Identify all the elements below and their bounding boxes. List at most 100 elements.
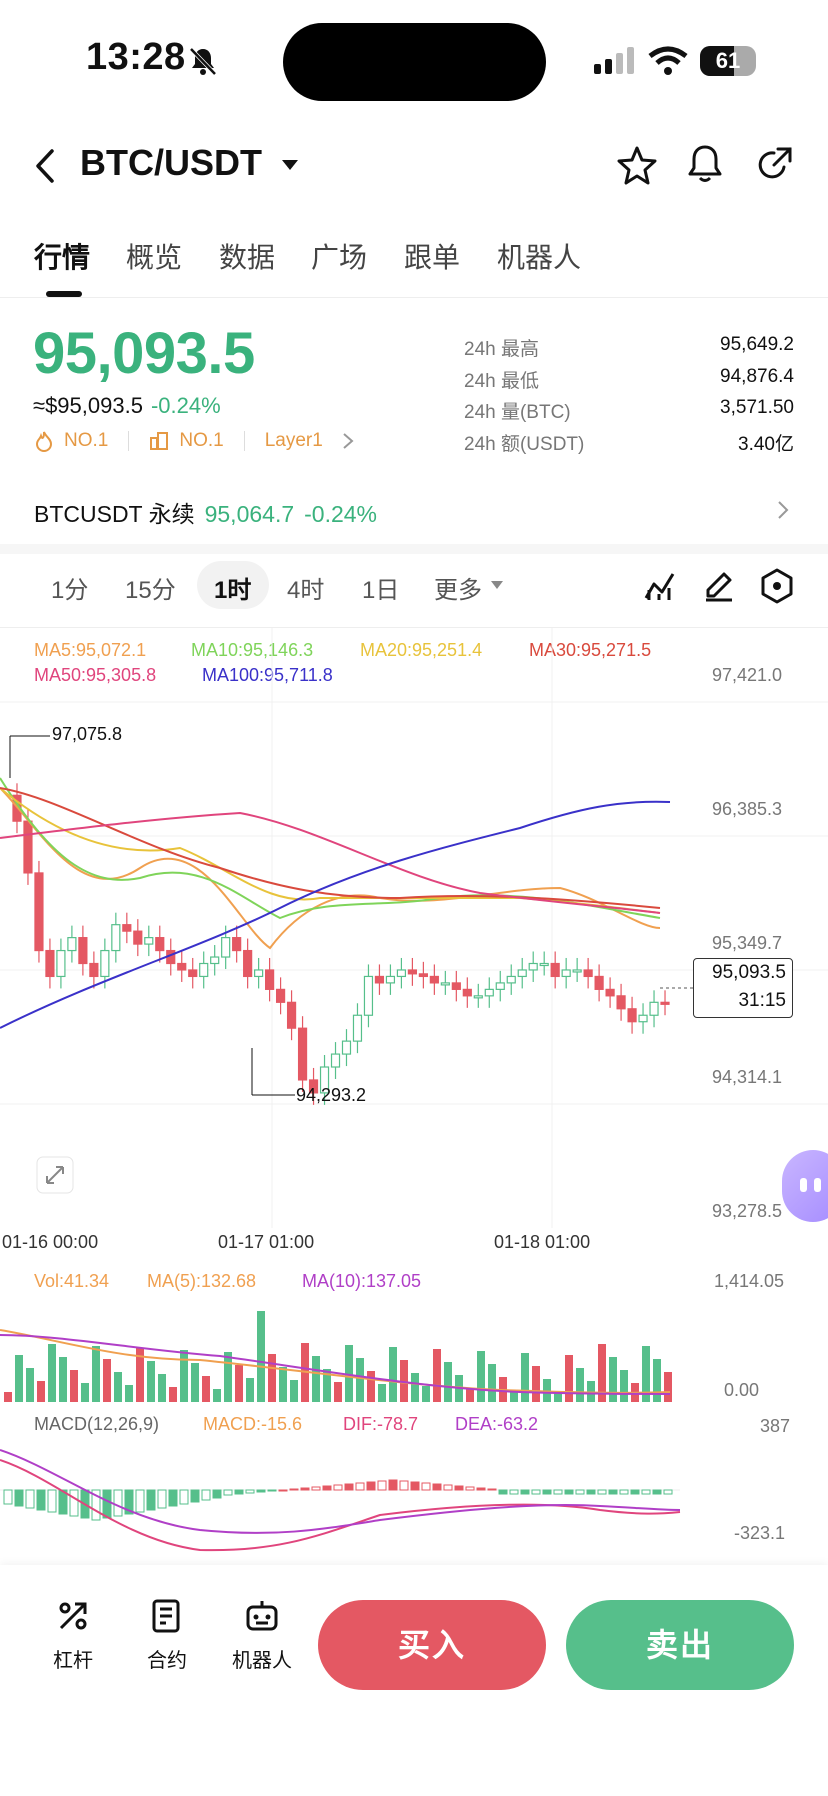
candle: [34, 872, 44, 952]
macd-histogram-bar: [509, 1489, 519, 1495]
tab-overview[interactable]: 概览: [126, 242, 183, 273]
star-icon[interactable]: [617, 145, 657, 185]
assistant-bubble[interactable]: [782, 1150, 828, 1222]
tab-bot[interactable]: 机器人: [497, 242, 582, 273]
macd-histogram-bar: [14, 1489, 24, 1507]
caret-down-icon[interactable]: [281, 158, 299, 172]
timeframe-1m[interactable]: 1分: [51, 577, 89, 604]
caret-down-icon[interactable]: [490, 580, 504, 590]
timeframe-1d[interactable]: 1日: [362, 577, 400, 604]
tag-separator: [128, 431, 130, 451]
candle: [275, 988, 286, 1003]
dea-label: DEA:-63.2: [455, 1414, 539, 1434]
volume-bar: [609, 1357, 617, 1402]
timeframe-15m[interactable]: 15分: [125, 577, 176, 604]
timeframe-1h[interactable]: 1时: [214, 577, 252, 604]
volume-bar: [191, 1363, 199, 1402]
volume-bar: [488, 1364, 496, 1402]
candle: [528, 962, 538, 971]
indicator-icon[interactable]: [643, 570, 677, 602]
candle: [341, 1040, 352, 1055]
pair-title[interactable]: BTC/USDT: [80, 142, 262, 183]
perpetual-change: -0.24%: [304, 501, 377, 527]
candle: [517, 969, 527, 978]
back-icon[interactable]: [34, 148, 56, 184]
ma-line: [0, 787, 661, 909]
volume-bar: [653, 1359, 661, 1402]
vol-ma5-label: MA(5):132.68: [147, 1271, 257, 1291]
hot-rank[interactable]: NO.1: [64, 430, 109, 451]
macd-histogram-bar: [454, 1485, 464, 1491]
share-icon[interactable]: [754, 145, 794, 185]
volume-bar: [202, 1376, 210, 1402]
candle: [440, 982, 450, 986]
current-price-label: 95,093.5: [712, 962, 786, 983]
fullscreen-icon[interactable]: [36, 1156, 74, 1194]
candle: [352, 1014, 363, 1042]
volume-bar: [554, 1392, 562, 1402]
macd-histogram-bar: [476, 1487, 486, 1491]
nav-bot[interactable]: 机器人: [222, 1598, 302, 1673]
candle: [561, 969, 571, 978]
candle: [495, 982, 505, 990]
tab-data[interactable]: 数据: [219, 242, 276, 273]
candlestick-chart[interactable]: [0, 628, 828, 1228]
ma100-label: MA100:95,711.8: [202, 665, 333, 685]
nav-label: 杠杆: [53, 1650, 93, 1672]
settings-hex-icon[interactable]: [760, 568, 794, 604]
volume-bar: [180, 1350, 188, 1402]
vol-y-top: 1,414.05: [714, 1271, 785, 1291]
chevron-right-icon[interactable]: [341, 432, 355, 450]
timeframe-4h[interactable]: 4时: [287, 577, 325, 604]
stat-label: 24h 最低: [464, 371, 539, 392]
vol-ma10-line: [0, 1334, 671, 1395]
volume-bar: [433, 1349, 441, 1402]
candle: [232, 937, 242, 952]
nav-contract[interactable]: 合约: [127, 1598, 207, 1673]
macd-chart: [0, 1449, 681, 1552]
macd-y-top: 387: [760, 1416, 791, 1436]
tab-market[interactable]: 行情: [34, 242, 91, 273]
perpetual-row[interactable]: BTCUSDT 永续 95,064.7 -0.24%: [34, 495, 377, 529]
macd-histogram-bar: [553, 1489, 563, 1495]
volume-bar: [268, 1354, 276, 1402]
macd-histogram-bar: [465, 1486, 475, 1491]
buy-button[interactable]: 买入: [318, 1600, 546, 1690]
ma30-label: MA30:95,271.5: [529, 640, 652, 660]
stat-label: 24h 额(USDT): [464, 434, 585, 455]
candle: [100, 949, 110, 978]
bell-icon[interactable]: [686, 143, 724, 185]
tab-square[interactable]: 广场: [311, 242, 368, 273]
stat-value: 94,876.4: [720, 366, 794, 387]
volume-bar: [367, 1371, 375, 1402]
volume-bar: [59, 1357, 67, 1402]
category-tag[interactable]: Layer1: [264, 430, 323, 451]
vol-ma10-label: MA(10):137.05: [302, 1271, 422, 1291]
candle: [265, 969, 275, 990]
vol-ma5-line: [0, 1329, 671, 1394]
nav-leverage[interactable]: 杠杆: [33, 1598, 113, 1673]
sell-button[interactable]: 卖出: [566, 1600, 794, 1690]
candle: [418, 973, 428, 978]
ma-line: [0, 800, 671, 1029]
candle: [605, 988, 615, 997]
candle: [177, 962, 187, 971]
macd-histogram-bar: [652, 1489, 662, 1495]
macd-histogram-bar: [113, 1489, 123, 1517]
candle: [363, 975, 374, 1016]
assistant-eye: [800, 1178, 807, 1192]
status-time: 13:28: [86, 36, 186, 78]
macd-histogram-bar: [542, 1489, 552, 1495]
timeframe-more[interactable]: 更多: [434, 577, 482, 604]
cap-rank[interactable]: NO.1: [179, 430, 224, 451]
draw-pen-icon[interactable]: [702, 570, 736, 602]
volume-chart: [0, 1311, 672, 1402]
volume-bar: [4, 1392, 12, 1402]
macd-histogram-bar: [212, 1489, 222, 1499]
macd-histogram-bar: [498, 1489, 508, 1495]
volume-bar: [136, 1348, 144, 1402]
tab-copy-trade[interactable]: 跟单: [404, 242, 461, 273]
chevron-right-icon[interactable]: [776, 500, 790, 520]
volume-bar: [323, 1369, 331, 1402]
candle: [144, 937, 154, 945]
